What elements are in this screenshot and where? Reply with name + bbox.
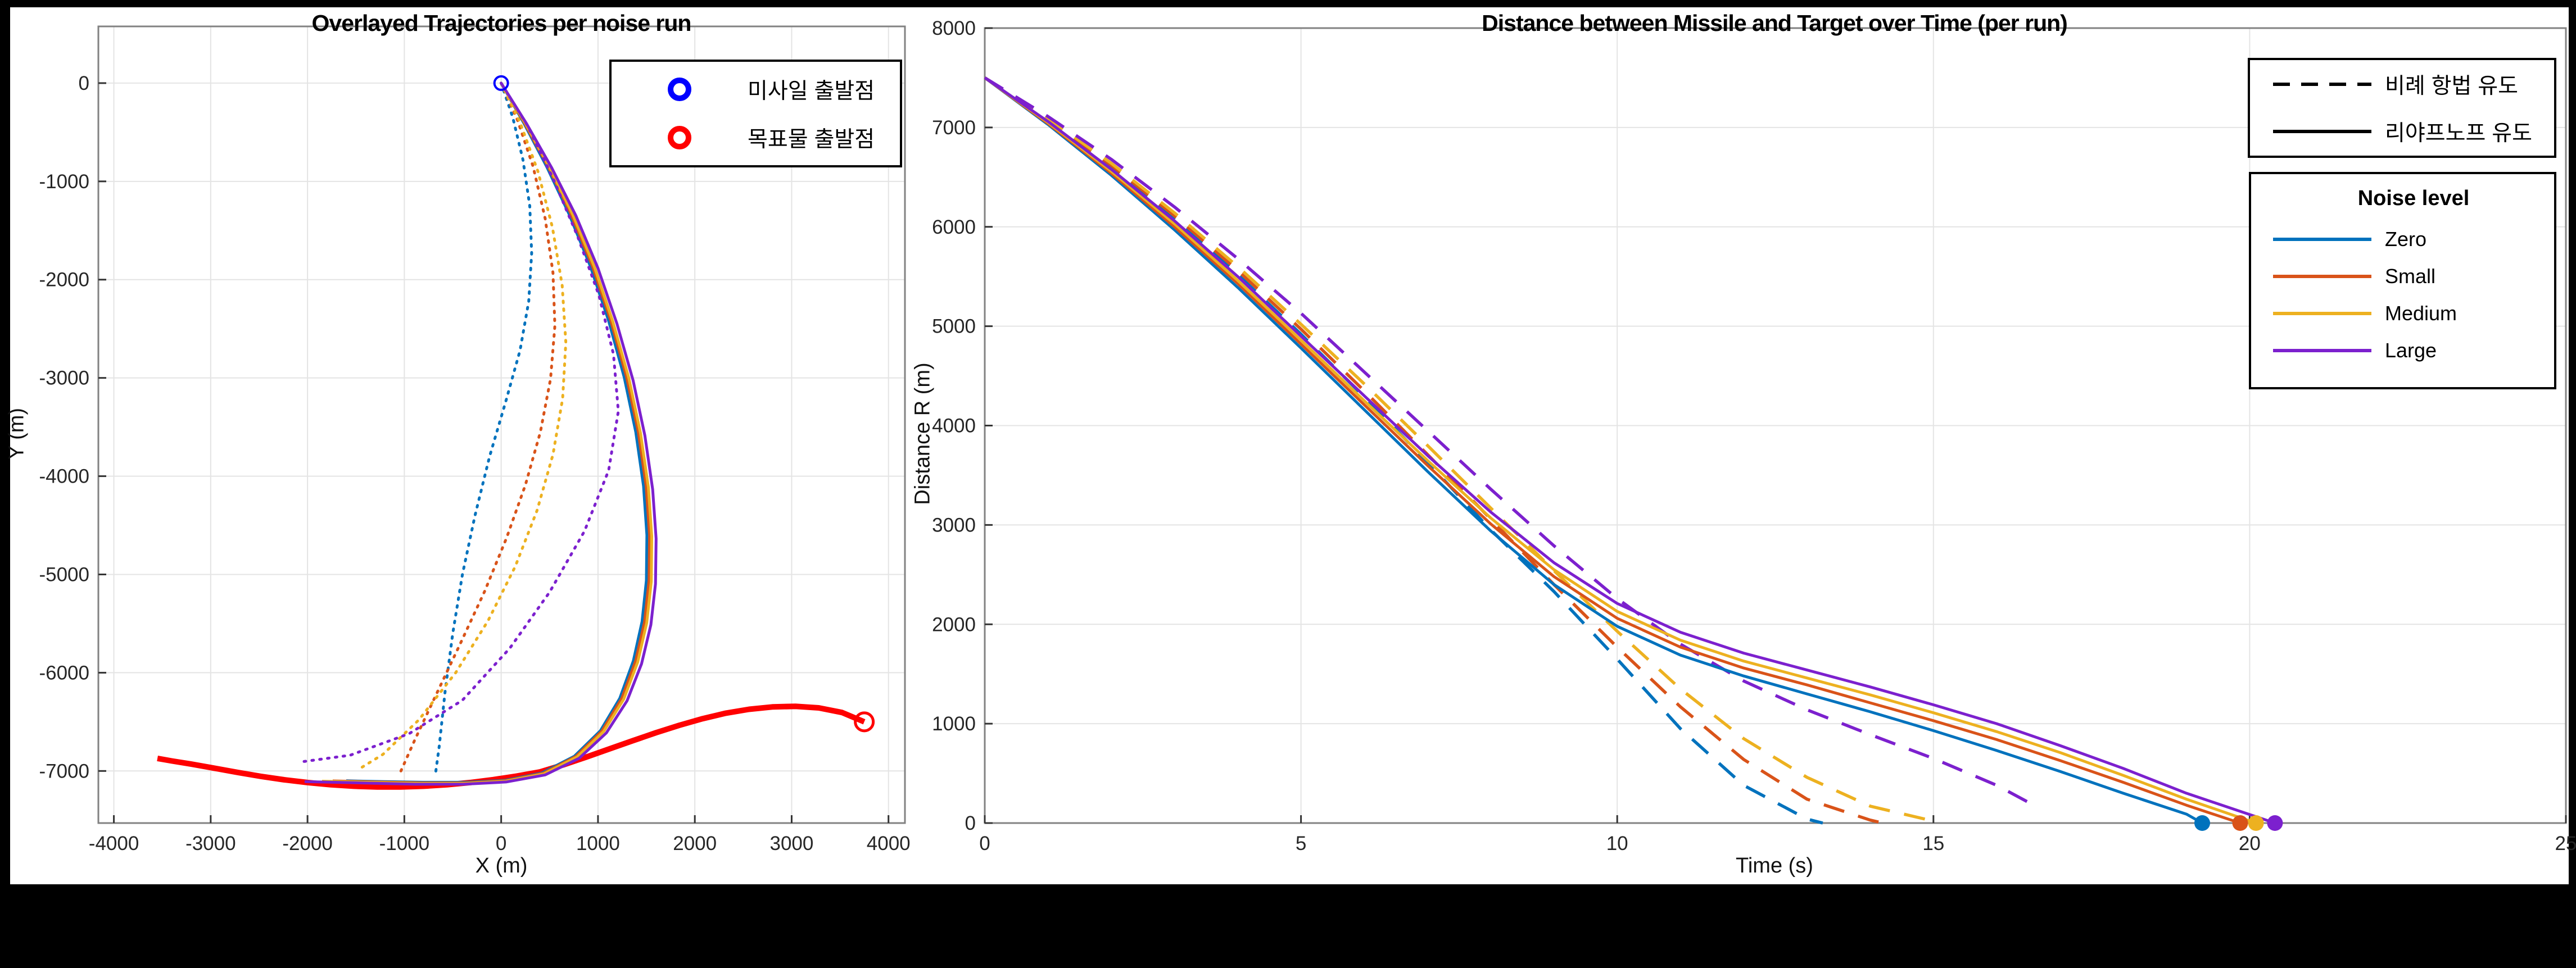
marker-intercept-large	[2267, 815, 2283, 831]
y-tick-label: 7000	[932, 117, 976, 139]
marker-intercept-zero	[2194, 815, 2211, 831]
series-pn-distance-small	[984, 76, 1884, 825]
y-tick-label: -5000	[39, 563, 89, 585]
small-line-icon	[2273, 275, 2371, 278]
plot-distance: 0 5 10 15 20 25 0 1000 2000 3000 4000 5000 6000 7000 8…	[932, 17, 2576, 855]
legend-label-lyapunov-guidance: 리야프노프 유도	[2385, 121, 2532, 146]
large-line-icon	[2273, 349, 2371, 352]
dashed-line-icon	[2273, 83, 2371, 86]
legend-row-target-start: 목표물 출발점	[668, 122, 900, 153]
legend-row-noise-large: Large	[2273, 339, 2554, 362]
series-lyapunov-small	[332, 82, 651, 784]
series-pn-large	[299, 81, 620, 764]
series-pn-zero	[434, 81, 533, 776]
y-tick-label: -7000	[39, 760, 89, 782]
series-pn-distance-large	[984, 76, 2029, 804]
legend-label-target-start: 목표물 출발점	[748, 128, 875, 152]
x-tick-label: 3000	[770, 833, 814, 855]
y-tick-label: -3000	[39, 367, 89, 389]
series-pn-distance-medium	[984, 76, 1934, 823]
right-plot-xlabel: Time (s)	[1736, 854, 1813, 878]
legend-row-noise-small: Small	[2273, 265, 2554, 288]
x-tick-label: -4000	[89, 833, 139, 855]
y-tick-label: 2000	[932, 613, 976, 635]
series-lyapunov-distance-small	[984, 76, 2241, 825]
legend-label-pn-guidance: 비례 항법 유도	[2385, 74, 2518, 98]
right-plot-ylabel: Distance R (m)	[911, 362, 935, 505]
x-tick-label: 10	[1606, 833, 1628, 855]
noise-level-legend: Noise level Zero Small Medium Large	[2249, 172, 2556, 389]
series-pn-medium	[357, 81, 568, 771]
solid-line-icon	[2273, 130, 2371, 133]
y-tick-label: 8000	[932, 17, 976, 39]
x-tick-label: -3000	[185, 833, 236, 855]
target-start-marker-icon	[668, 126, 691, 149]
series-lyapunov-large	[304, 82, 658, 786]
series-pn-distance-zero	[984, 76, 1823, 825]
y-tick-label: 4000	[932, 415, 976, 437]
series-lyapunov-zero	[346, 82, 649, 784]
y-tick-label: 3000	[932, 514, 976, 536]
y-tick-label: -4000	[39, 466, 89, 488]
legend-label-missile-start: 미사일 출발점	[748, 79, 875, 103]
x-tick-label: -2000	[282, 833, 333, 855]
y-tick-label: 5000	[932, 316, 976, 338]
figure-canvas	[10, 7, 2569, 884]
right-plot-title: Distance between Missile and Target over…	[1482, 10, 2068, 36]
legend-row-missile-start: 미사일 출발점	[668, 74, 900, 105]
left-plot-ylabel: Y (m)	[4, 407, 29, 460]
missile-start-marker-icon	[668, 78, 691, 101]
medium-line-icon	[2273, 312, 2371, 315]
series-lyapunov-medium	[322, 82, 653, 785]
series-target-path	[157, 703, 866, 790]
y-tick-label: 1000	[932, 713, 976, 735]
guidance-legend: 비례 항법 유도 리야프노프 유도	[2248, 58, 2556, 158]
x-tick-label: -1000	[379, 833, 430, 855]
x-tick-label: 5	[1296, 833, 1306, 855]
legend-label-noise-small: Small	[2385, 265, 2436, 288]
legend-label-noise-large: Large	[2385, 339, 2437, 362]
series-lyapunov-distance-zero	[984, 76, 2203, 825]
marker-missile-start	[493, 75, 509, 91]
x-tick-label: 0	[496, 833, 506, 855]
y-tick-label: -6000	[39, 662, 89, 684]
x-tick-label: 4000	[867, 833, 911, 855]
x-tick-label: 1000	[576, 833, 620, 855]
x-tick-label: 25	[2555, 833, 2576, 855]
x-tick-label: 0	[979, 833, 990, 855]
y-tick-label: 6000	[932, 216, 976, 238]
marker-intercept-small	[2232, 815, 2248, 831]
marker-target-start	[854, 711, 875, 733]
series-lyapunov-distance-medium	[984, 76, 2257, 825]
legend-label-noise-medium: Medium	[2385, 302, 2457, 325]
marker-intercept-medium	[2248, 815, 2264, 831]
y-tick-label: 0	[965, 812, 976, 834]
legend-row-noise-zero: Zero	[2273, 228, 2554, 251]
left-plot-title: Overlayed Trajectories per noise run	[311, 10, 692, 36]
legend-row-lyapunov-guidance: 리야프노프 유도	[2273, 116, 2554, 147]
left-plot-xlabel: X (m)	[475, 854, 528, 878]
legend-label-noise-zero: Zero	[2385, 228, 2427, 251]
series-pn-small	[399, 81, 556, 772]
y-tick-label: 0	[79, 72, 89, 94]
y-tick-label: -2000	[39, 269, 89, 291]
start-points-legend: 미사일 출발점 목표물 출발점	[609, 60, 902, 167]
x-tick-label: 15	[1922, 833, 1944, 855]
noise-legend-title: Noise level	[2357, 187, 2470, 210]
series-lyapunov-distance-large	[984, 76, 2276, 825]
legend-row-pn-guidance: 비례 항법 유도	[2273, 69, 2554, 100]
x-tick-label: 2000	[673, 833, 717, 855]
y-tick-label: -1000	[39, 171, 89, 193]
x-tick-label: 20	[2239, 833, 2261, 855]
zero-line-icon	[2273, 238, 2371, 241]
legend-row-noise-medium: Medium	[2273, 302, 2554, 325]
